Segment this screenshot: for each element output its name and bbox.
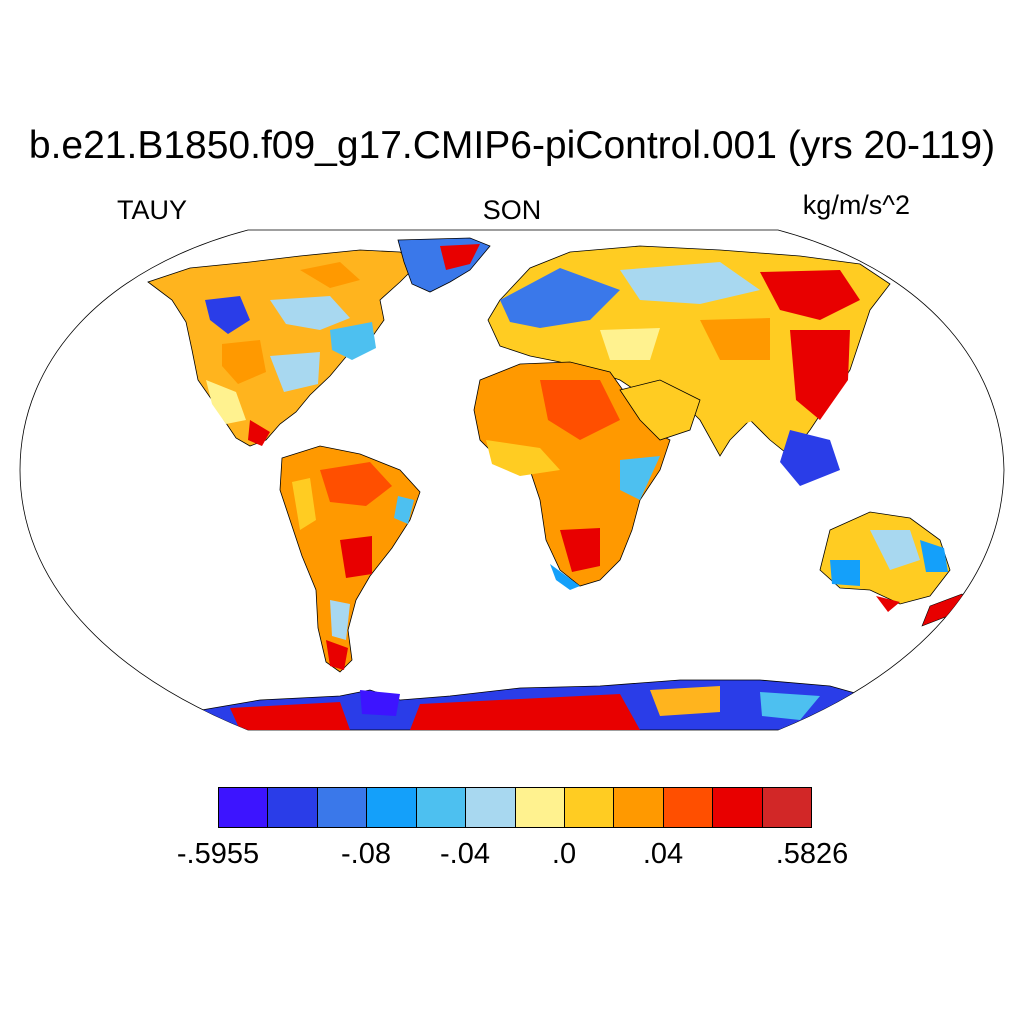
colorbar-cell-4: [416, 788, 467, 827]
units-label: kg/m/s^2: [802, 190, 910, 220]
colorbar-cell-10: [713, 788, 763, 827]
colorbar-label-neg08: -.08: [341, 838, 391, 870]
colorbar-cell-11: [762, 788, 812, 827]
colorbar-cell-8: [614, 788, 664, 827]
colorbar-cell-2: [317, 788, 368, 827]
colorbar: [218, 787, 812, 828]
continent-arabia: [619, 379, 701, 441]
season-label: SON: [482, 195, 542, 225]
colorbar-cell-6: [515, 788, 565, 827]
colorbar-cell-3: [367, 788, 417, 827]
colorbar-label-neg04: -.04: [440, 838, 490, 870]
plot-title: b.e21.B1850.f09_g17.CMIP6-piControl.001 …: [28, 124, 996, 167]
colorbar-cell-1: [268, 788, 318, 827]
colorbar-cell-5: [466, 788, 516, 827]
colorbar-label-max: .5826: [775, 838, 849, 870]
colorbar-cell-0: [219, 788, 269, 827]
colorbar-label-min: -.5955: [176, 838, 260, 870]
colorbar-label-zero: .0: [551, 838, 577, 870]
colorbar-cell-7: [564, 788, 615, 827]
colorbar-label-pos04: .04: [642, 838, 684, 870]
variable-label: TAUY: [117, 195, 188, 225]
colorbar-cell-9: [663, 788, 714, 827]
